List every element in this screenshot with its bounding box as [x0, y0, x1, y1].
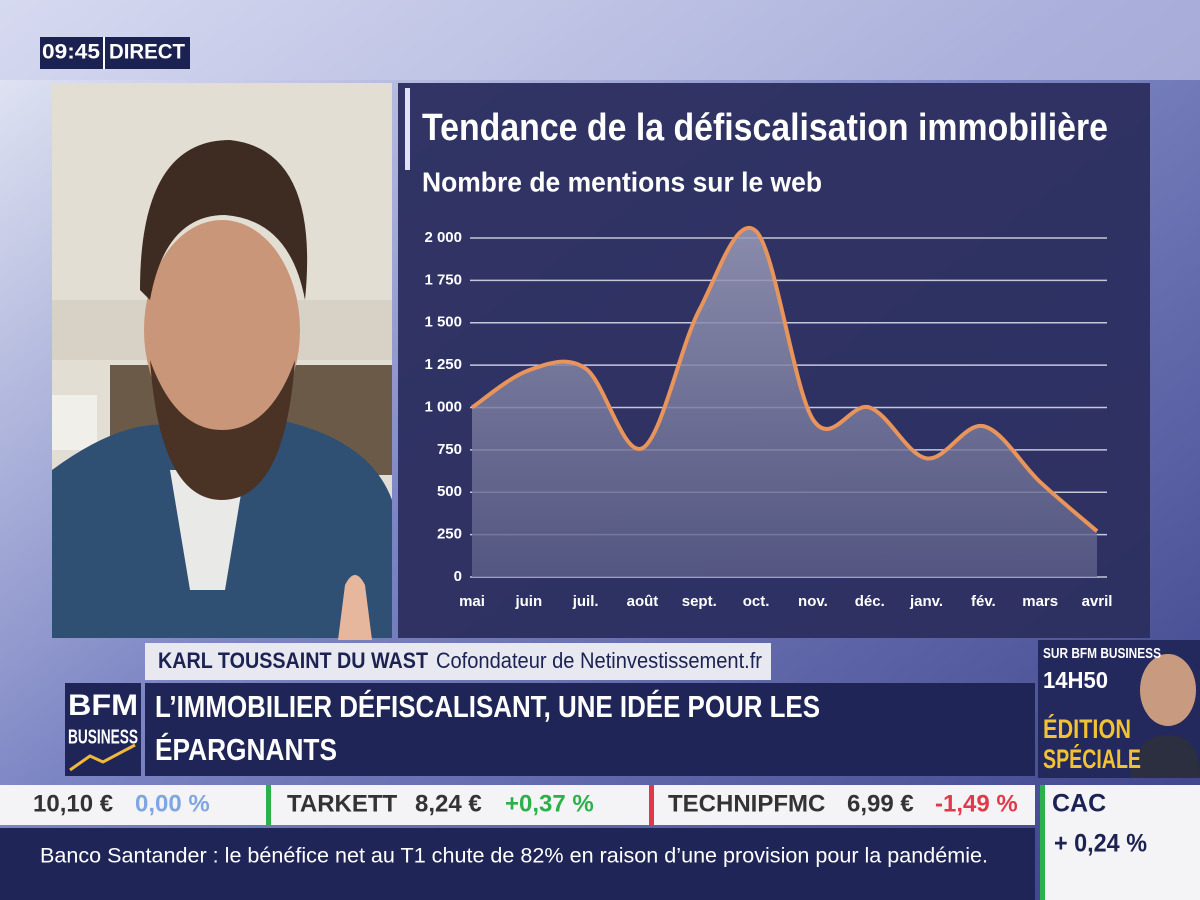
y-tick-label: 250 — [437, 526, 462, 543]
x-tick-label: avril — [1082, 593, 1113, 610]
badge-box — [40, 37, 190, 69]
background-band — [0, 0, 1200, 80]
stock-change: -1,49 % — [935, 790, 1018, 817]
news-text: Banco Santander : le bénéfice net au T1 … — [40, 845, 988, 868]
ticker-bar — [0, 785, 1035, 825]
y-tick-label: 1 000 — [424, 398, 462, 415]
speaker-name: KARL TOUSSAINT DU WAST — [158, 648, 428, 673]
y-tick-label: 2 000 — [424, 229, 462, 246]
ticker-separator — [649, 785, 654, 825]
tshirt — [170, 470, 245, 590]
y-tick-label: 1 250 — [424, 356, 462, 373]
y-tick-label: 1 750 — [424, 271, 462, 288]
x-tick-label: nov. — [798, 593, 828, 610]
name-bar — [145, 643, 771, 680]
news-bar — [0, 828, 1035, 900]
logo-swoosh — [69, 743, 136, 772]
stock-ticker: Banco Santander : le bénéfice net au T1 … — [0, 785, 1200, 900]
chart-panel: Tendance de la défiscalisation immobiliè… — [398, 83, 1150, 638]
badge-divider — [103, 37, 105, 69]
logo-text: BUSINESS — [68, 726, 138, 748]
x-tick-label: mai — [459, 593, 485, 610]
face — [144, 220, 300, 440]
promo-channel: SUR BFM BUSINESS — [1043, 645, 1161, 662]
index-accent — [1040, 785, 1045, 900]
stock-name: TARKETT — [287, 790, 398, 817]
hand — [338, 575, 372, 640]
x-tick-label: sept. — [682, 593, 717, 610]
cabinet — [52, 395, 97, 450]
promo-show: SPÉCIALE — [1043, 743, 1141, 774]
speaker-role: Cofondateur de Netinvestissement.fr — [436, 648, 762, 673]
y-tick-label: 750 — [437, 441, 462, 458]
y-tick-label: 0 — [454, 568, 462, 585]
x-tick-label: mars — [1022, 593, 1058, 610]
chart-subtitle: Nombre de mentions sur le web — [422, 166, 822, 197]
promo: SUR BFM BUSINESS 14H50 ÉDITION SPÉCIALE — [1038, 640, 1200, 778]
area — [472, 227, 1097, 577]
x-tick-label: déc. — [855, 593, 885, 610]
promo-face — [1140, 654, 1196, 726]
headline-line: ÉPARGNANTS — [155, 732, 337, 767]
stock-change: +0,37 % — [505, 790, 594, 817]
index-name: CAC — [1052, 790, 1106, 818]
lower-third: KARL TOUSSAINT DU WAST Cofondateur de Ne… — [65, 643, 1035, 776]
x-tick-label: janv. — [909, 593, 943, 610]
y-tick-label: 1 500 — [424, 314, 462, 331]
live-badge: 09:45 DIRECT — [40, 37, 190, 69]
x-tick-label: fév. — [971, 593, 996, 610]
stock-price: 6,99 € — [847, 790, 914, 817]
headline-box — [145, 683, 1035, 776]
index-change: + 0,24 % — [1054, 830, 1147, 858]
ticker-separator — [266, 785, 271, 825]
y-tick-label: 500 — [437, 483, 462, 500]
x-tick-label: oct. — [743, 593, 770, 610]
chart-title: Tendance de la défiscalisation immobiliè… — [422, 107, 1108, 149]
stock-change: 0,00 % — [135, 790, 210, 817]
x-tick-label: juil. — [572, 593, 599, 610]
promo-suit — [1130, 735, 1200, 778]
headline-line: L’IMMOBILIER DÉFISCALISANT, UNE IDÉE POU… — [155, 689, 820, 724]
stock-price: 10,10 € — [33, 790, 113, 817]
title-accent — [405, 88, 410, 170]
live-label: DIRECT — [109, 41, 185, 64]
hair — [140, 140, 308, 300]
promo-time: 14H50 — [1043, 667, 1108, 693]
index-box — [1040, 785, 1200, 900]
beard — [150, 360, 295, 500]
promo-show: ÉDITION — [1043, 713, 1131, 744]
logo-text: BFM — [68, 689, 138, 722]
stock-name: TECHNIPFMC — [668, 790, 825, 817]
video-feed — [52, 83, 392, 640]
line — [470, 226, 1099, 533]
x-tick-label: juin — [514, 593, 542, 610]
live-time: 09:45 — [42, 41, 100, 64]
x-tick-label: août — [627, 593, 659, 610]
stock-price: 8,24 € — [415, 790, 482, 817]
